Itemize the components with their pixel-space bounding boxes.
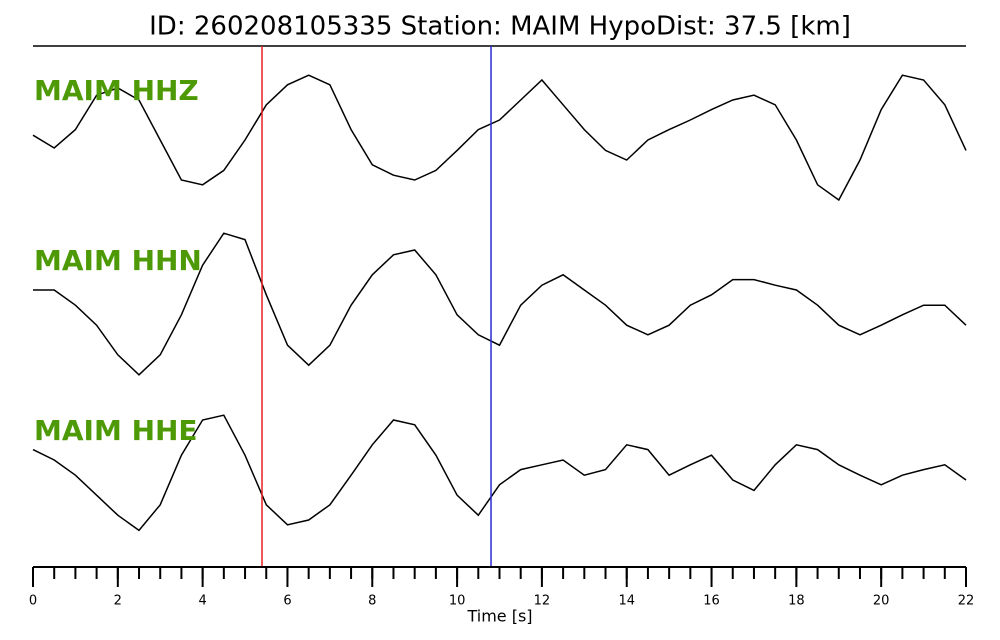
waveform (33, 232, 967, 376)
x-tick-label: 20 (873, 594, 890, 609)
waveform (32, 74, 967, 202)
x-tick-label: 0 (29, 594, 37, 609)
x-tick-label: 4 (198, 594, 206, 609)
trace-label: MAIM HHE (34, 414, 198, 447)
trace-label: MAIM HHZ (34, 74, 199, 107)
x-tick-label: 12 (534, 594, 551, 609)
chart-title: ID: 260208105335 Station: MAIM HypoDist:… (149, 12, 851, 42)
x-axis-label: Time [s] (466, 607, 532, 626)
trace-label: MAIM HHN (34, 244, 202, 277)
x-tick-label: 22 (958, 594, 975, 609)
x-tick-label: 18 (788, 594, 805, 609)
waveform (32, 414, 967, 532)
x-tick-label: 10 (449, 594, 466, 609)
x-tick-label: 14 (618, 594, 635, 609)
x-tick-label: 2 (114, 594, 122, 609)
x-tick-label: 8 (368, 594, 376, 609)
x-tick-label: 16 (703, 594, 720, 609)
x-tick-label: 6 (283, 594, 291, 609)
